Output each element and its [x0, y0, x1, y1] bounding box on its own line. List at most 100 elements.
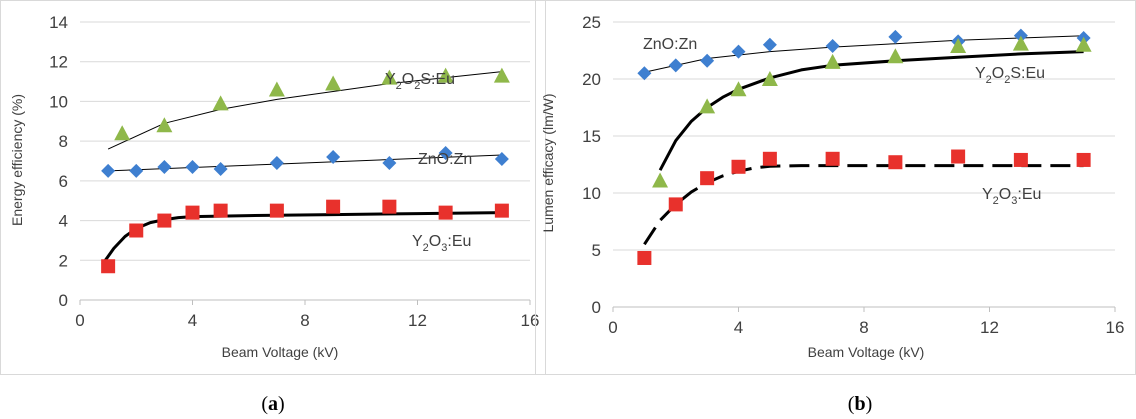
- chart-a-y-tick-label: 6: [59, 172, 68, 191]
- chart-a-y-axis-title: Energy efficiency (%): [9, 94, 25, 226]
- chart-a-x-tick-label: 8: [300, 311, 309, 330]
- chart-a-point-y2o3: [101, 259, 116, 274]
- chart-a-point-y2o2s: [493, 67, 510, 83]
- chart-a-point-zno: [129, 163, 144, 178]
- chart-a-point-zno: [185, 159, 200, 174]
- chart-b-point-y2o2s: [1012, 35, 1029, 51]
- chart-a-point-y2o3: [157, 213, 172, 228]
- chart-b-point-y2o3: [1076, 152, 1091, 167]
- chart-a-y-tick-label: 14: [49, 13, 68, 32]
- chart-b-point-y2o3: [700, 171, 715, 186]
- chart-b-point-y2o2s: [824, 53, 841, 69]
- chart-b-point-y2o3: [668, 197, 683, 212]
- chart-a-point-zno: [494, 152, 509, 167]
- chart-a-trendline-y2o2s: [107, 71, 502, 150]
- chart-b-x-tick-label: 0: [608, 318, 617, 337]
- chart-b-point-zno: [762, 37, 777, 52]
- chart-b-trendline-zno: [644, 35, 1084, 73]
- chart-a-data-points: [101, 67, 510, 274]
- chart-b-series-label-y2o3: Y2O3:Eu: [982, 186, 1041, 207]
- chart-b-y-tick-label: 10: [582, 184, 601, 203]
- chart-a-y-tick-labels: 0 2 4 6 8 10 12 14: [49, 13, 68, 310]
- chart-a-point-zno: [438, 146, 453, 161]
- chart-a-point-zno: [326, 150, 341, 165]
- chart-a-point-y2o2s: [437, 67, 454, 83]
- chart-b-x-axis-title: Beam Voltage (kV): [808, 344, 925, 360]
- chart-a-point-y2o3: [185, 205, 200, 220]
- chart-b-x-tick-label: 16: [1106, 318, 1125, 337]
- chart-a-y-tick-label: 12: [49, 53, 68, 72]
- chart-a-point-y2o2s: [212, 95, 229, 111]
- chart-b-y-tick-label: 25: [582, 13, 601, 32]
- chart-b-x-tick-label: 4: [734, 318, 743, 337]
- chart-b-point-y2o3: [762, 151, 777, 166]
- chart-a-point-zno: [213, 161, 228, 176]
- chart-b-point-y2o3: [637, 250, 652, 265]
- chart-a-y-tick-label: 8: [59, 132, 68, 151]
- chart-b-point-y2o2s: [730, 81, 747, 97]
- chart-a-y-tick-label: 2: [59, 251, 68, 270]
- chart-a-series-label-zno: ZnO:Zn: [418, 151, 472, 168]
- chart-b-y-tick-label: 15: [582, 127, 601, 146]
- chart-a-x-tick-label: 4: [188, 311, 197, 330]
- chart-a-x-tick-label: 0: [75, 311, 84, 330]
- chart-b-trendline-y2o3: [643, 164, 1084, 246]
- chart-a-frame: [0, 0, 546, 375]
- chart-a-trendlines: [101, 71, 502, 266]
- chart-b-point-y2o2s: [652, 172, 669, 188]
- chart-b-y-tick-label: 5: [592, 241, 601, 260]
- chart-b-point-zno: [637, 66, 652, 81]
- chart-b-point-y2o2s: [887, 48, 904, 64]
- chart-b-frame: [535, 0, 1136, 375]
- chart-b-point-zno: [668, 58, 683, 73]
- chart-a-point-y2o3: [326, 199, 341, 214]
- chart-a-y-tick-label: 0: [59, 291, 68, 310]
- chart-a-point-y2o3: [269, 203, 284, 218]
- chart-a-x-tick-labels: 0 4 8 12 16: [75, 311, 539, 330]
- chart-a-point-y2o3: [382, 199, 397, 214]
- chart-a-point-y2o3: [494, 203, 509, 218]
- chart-b-y-tick-labels: 0 5 10 15 20 25: [582, 13, 601, 317]
- chart-b-point-y2o2s: [950, 37, 967, 53]
- chart-a-point-y2o3: [129, 223, 144, 238]
- chart-b-point-y2o3: [951, 149, 966, 164]
- chart-a-x-tick-label: 12: [408, 311, 427, 330]
- chart-b-point-y2o2s: [699, 98, 716, 114]
- chart-a-axes: [79, 299, 531, 305]
- chart-a-point-zno: [157, 159, 172, 174]
- chart-a-point-y2o2s: [114, 125, 131, 141]
- chart-b-x-tick-label: 12: [980, 318, 999, 337]
- panel-b-letter: b: [854, 393, 865, 415]
- chart-b: 0 5 10 15 20 25 0 4 8 12 16 Beam Voltage (kV) Lum…: [535, 0, 1136, 375]
- chart-b-gridlines: [613, 21, 1115, 251]
- chart-a-point-y2o2s: [156, 117, 173, 133]
- chart-a-point-y2o2s: [268, 81, 285, 97]
- panel-b-caption: (b): [848, 393, 872, 415]
- chart-a-series-label-y2o2s: Y2O2S:Eu: [385, 71, 455, 92]
- chart-b-point-y2o3: [825, 151, 840, 166]
- chart-b-point-y2o3: [731, 159, 746, 174]
- chart-b-point-y2o3: [1013, 152, 1028, 167]
- chart-b-point-zno: [731, 44, 746, 59]
- chart-b-point-zno: [825, 38, 840, 53]
- chart-b-point-y2o3: [888, 155, 903, 170]
- chart-b-axes: [612, 306, 1116, 312]
- chart-a-point-zno: [101, 163, 116, 178]
- chart-b-y-axis-title: Lumen efficacy (lm/W): [540, 94, 556, 233]
- chart-a-point-y2o2s: [381, 69, 398, 85]
- chart-a-point-y2o2s: [325, 75, 342, 91]
- chart-a-y-tick-label: 4: [59, 212, 68, 231]
- chart-b-point-y2o2s: [761, 71, 778, 86]
- chart-a-point-zno: [382, 155, 397, 170]
- chart-a-series-label-y2o3: Y2O3:Eu: [412, 233, 471, 254]
- chart-a-point-y2o3: [213, 203, 228, 218]
- chart-a-point-y2o3: [438, 205, 453, 220]
- chart-a-y-tick-label: 10: [49, 92, 68, 111]
- chart-b-x-tick-label: 8: [859, 318, 868, 337]
- chart-a-x-tick-label: 16: [521, 311, 540, 330]
- chart-b-data-points: [637, 28, 1092, 265]
- chart-a: 0 2 4 6 8 10 12 14 0 4 8 12 16 Beam Voltage (kV) En…: [0, 0, 546, 375]
- panel-a-letter: a: [268, 393, 278, 415]
- chart-b-x-tick-labels: 0 4 8 12 16: [608, 318, 1124, 337]
